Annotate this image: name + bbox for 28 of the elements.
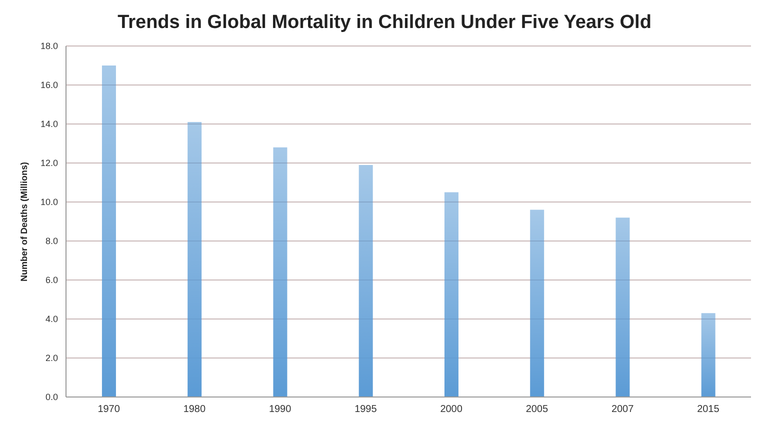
y-tick-label: 4.0 (45, 314, 58, 324)
x-tick-label: 2000 (440, 404, 463, 416)
y-tick-label: 8.0 (45, 236, 58, 246)
bar (701, 313, 716, 397)
bar (102, 66, 116, 397)
x-tick-label: 1970 (98, 404, 120, 416)
bar (444, 192, 458, 397)
x-tick-label: 1980 (183, 404, 206, 416)
x-tick-label: 2005 (526, 404, 548, 416)
bar (616, 218, 630, 397)
y-tick-label: 18.0 (40, 41, 58, 52)
y-tick-label: 10.0 (40, 197, 58, 208)
bar (530, 210, 544, 397)
y-tick-label: 2.0 (45, 353, 58, 364)
y-tick-label: 0.0 (45, 392, 58, 402)
x-tick-label: 1995 (354, 404, 378, 416)
x-tick-label: 2007 (611, 404, 634, 416)
y-tick-label: 14.0 (40, 119, 58, 130)
x-tick-label: 2015 (697, 404, 720, 416)
y-tick-label: 12.0 (40, 158, 58, 168)
y-axis-title: Number of Deaths (Millions) (19, 162, 30, 282)
y-tick-label: 6.0 (45, 275, 58, 286)
bar (358, 164, 373, 397)
y-tick-label: 16.0 (40, 80, 58, 90)
x-tick-label: 1990 (268, 404, 292, 416)
chart-title: Trends in Global Mortality in Children Under Five Years Old (116, 11, 652, 35)
bar (188, 122, 202, 397)
bar (273, 147, 288, 397)
